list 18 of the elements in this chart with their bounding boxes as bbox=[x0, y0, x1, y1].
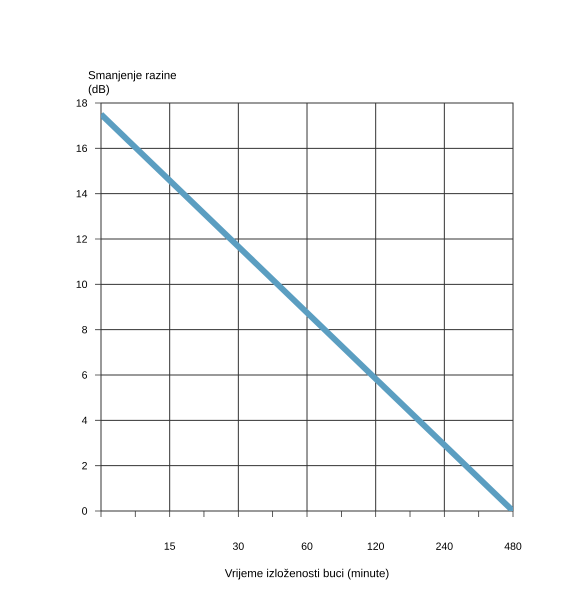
y-tick-label: 16 bbox=[76, 144, 88, 152]
y-tick-label: 14 bbox=[76, 190, 88, 198]
y-tick-label: 0 bbox=[82, 507, 88, 515]
x-tick-label: 480 bbox=[504, 542, 522, 550]
x-tick-label: 120 bbox=[368, 542, 384, 550]
x-tick-label: 30 bbox=[232, 542, 244, 550]
y-tick-label: 18 bbox=[76, 99, 88, 107]
y-tick-label: 12 bbox=[76, 235, 87, 243]
y-tick-label: 2 bbox=[82, 462, 87, 470]
y-tick-label: 6 bbox=[82, 371, 88, 379]
y-tick-label: 4 bbox=[82, 416, 88, 424]
x-tick-label: 240 bbox=[436, 542, 453, 550]
y-tick-label: 10 bbox=[76, 280, 88, 288]
x-axis-title: Vrijeme izloženosti buci (minute) bbox=[224, 568, 389, 580]
y-tick-label: 8 bbox=[82, 326, 88, 334]
x-tick-label: 60 bbox=[302, 542, 312, 550]
x-tick-label: 15 bbox=[164, 542, 176, 550]
y-axis-title: Smanjenje razine (dB) bbox=[88, 70, 176, 96]
